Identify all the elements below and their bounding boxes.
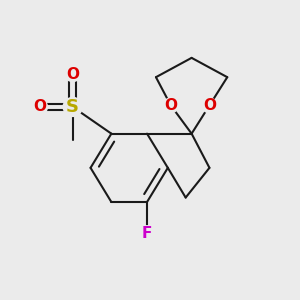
Circle shape xyxy=(202,98,217,113)
Circle shape xyxy=(63,98,82,116)
Text: O: O xyxy=(164,98,177,113)
Circle shape xyxy=(65,67,80,82)
Text: O: O xyxy=(66,67,79,82)
Text: O: O xyxy=(203,98,216,113)
Circle shape xyxy=(140,226,154,241)
Circle shape xyxy=(33,100,47,114)
Text: F: F xyxy=(142,226,152,241)
Text: O: O xyxy=(34,99,46,114)
Circle shape xyxy=(164,98,178,113)
Text: S: S xyxy=(66,98,79,116)
